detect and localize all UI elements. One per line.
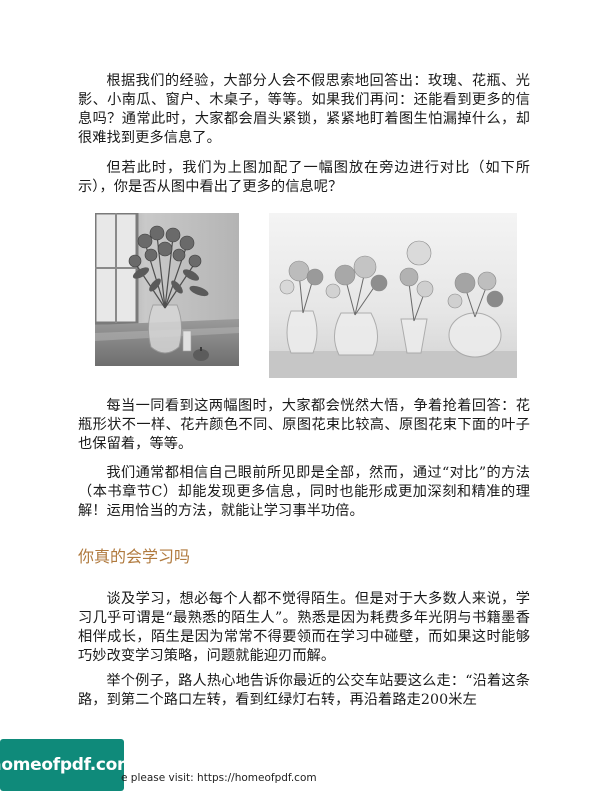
paragraph-1: 根据我们的经验，大部分人会不假思索地回答出：玫瑰、花瓶、光影、小南瓜、窗户、木桌… bbox=[78, 73, 530, 146]
paragraph-4: 我们通常都相信自己眼前所见即是全部，然而，通过“对比”的方法（本书章节C）却能发… bbox=[78, 465, 530, 519]
section-paragraph-2: 举个例子，路人热心地告诉你最近的公交车站要这么走：“沿着这条路，到第二个路口左转… bbox=[78, 673, 530, 708]
photo-roses-single-vase bbox=[95, 213, 239, 366]
watermark-link-text[interactable]: e please visit: https://homeofpdf.com bbox=[121, 772, 317, 784]
paragraph-2: 但若此时，我们为上图加配了一幅图放在旁边进行对比（如下所示），你是否从图中看出了… bbox=[78, 160, 530, 195]
watermark-logo-badge[interactable]: homeofpdf.com bbox=[0, 739, 135, 791]
photo-flowers-multiple-vases bbox=[269, 213, 517, 378]
paragraph-3: 每当一同看到这两幅图时，大家都会恍然大悟，争着抢着回答：花瓶形状不一样、花卉颜色… bbox=[78, 398, 530, 452]
section-heading: 你真的会学习吗 bbox=[78, 547, 191, 566]
section-paragraph-1: 谈及学习，想必每个人都不觉得陌生。但是对于大多数人来说，学习几乎可谓是“最熟悉的… bbox=[78, 591, 530, 664]
